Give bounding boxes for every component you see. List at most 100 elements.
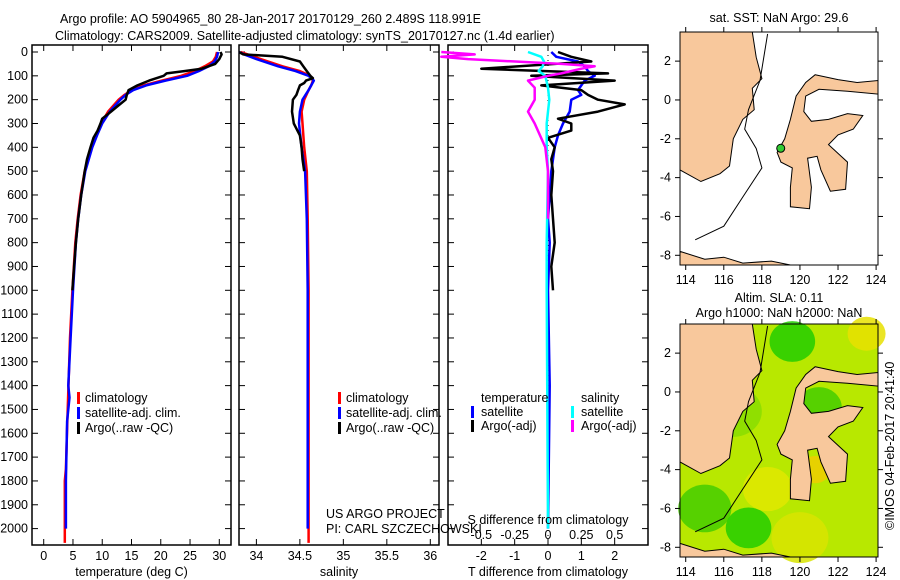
legend-swatch [77,392,80,404]
y-tick-label: 300 [7,116,28,130]
x-axis-label: T difference from climatology [468,565,629,579]
x-tick-label: 25 [183,549,197,563]
y-tick-label: 600 [7,188,28,202]
x-tick-label: 35.5 [375,549,399,563]
legend-label: Argo(..raw -QC) [346,421,434,435]
lat-tick-label: -8 [660,540,671,554]
legend-label: satellite-adj. clim. [85,406,181,420]
lat-tick-label: 0 [664,93,671,107]
y-tick-label: 1400 [0,379,28,393]
s-tick-label: -0.25 [500,528,529,542]
x-tick-label: 1 [578,549,585,563]
panel-difference: -2 -1 0 1 2 T difference from climatology -0.5… [440,44,649,579]
y-tick-label: 700 [7,212,28,226]
argo-float-marker [776,143,786,153]
lat-tick-label: -4 [660,171,671,185]
lat-tick-label: -8 [660,248,671,262]
credit-line-2: PI: CARL SZCZECHOWSKI [326,522,482,536]
map-title: sat. SST: NaN Argo: 29.6 [710,11,849,25]
legend-swatch [77,422,80,434]
y-tick-label: 200 [7,93,28,107]
map-title-line-2: Argo h1000: NaN h2000: NaN [696,306,863,320]
lat-tick-label: 2 [664,54,671,68]
x-axis-label: salinity [320,565,359,579]
y-tick-label: 1700 [0,450,28,464]
legend-label: satellite [581,405,623,419]
s-axis-label: S difference from climatology [468,513,630,527]
map-sla-map: 114 116 118 120 122 124 2 0 -2 -4 -6 -8 Altim. SLA: … [660,291,887,579]
title-line-2: Climatology: CARS2009. Satellite-adjuste… [55,29,555,43]
lon-tick-label: 116 [714,273,734,287]
y-tick-label: 0 [21,45,28,59]
x-tick-label: 36 [423,549,437,563]
y-tick-label: 1900 [0,498,28,512]
title-line-1: Argo profile: AO 5904965_80 28-Jan-2017 … [60,12,481,26]
x-tick-label: 34.5 [288,549,312,563]
legend-swatch [338,392,341,404]
lon-tick-label: 124 [866,273,887,287]
y-tick-label: 1500 [0,402,28,416]
credit-line-1: US ARGO PROJECT [326,507,445,521]
map-frame [679,31,879,266]
y-tick-label: 800 [7,236,28,250]
map-frame [679,323,879,558]
y-tick-label: 1800 [0,474,28,488]
y-tick-label: 1300 [0,355,28,369]
panel-salinity: 34 34.5 35 35.5 36 salinity climatologysatelli… [238,44,442,579]
imos-watermark: ©IMOS 04-Feb-2017 20:41:40 [883,361,897,530]
series-s-argo [440,50,596,219]
series-satellite-adj-clim- [64,51,220,529]
sla-region [847,316,886,351]
x-tick-label: -2 [476,549,487,563]
y-tick-label: 1600 [0,426,28,440]
legend-swatch [571,406,574,418]
series-satellite-adj-clim- [238,50,316,529]
land-borneo [679,31,763,183]
s-tick-label: 0.5 [606,528,623,542]
y-tick-label: 2000 [0,522,28,536]
legend-swatch [338,407,341,419]
s-tick-label: -0.5 [471,528,493,542]
legend-label: Argo(-adj) [481,419,537,433]
lon-tick-label: 120 [790,273,811,287]
x-tick-label: 10 [95,549,109,563]
series-argo-raw-qc- [71,51,223,291]
plot-frame [238,44,440,546]
land-sulawesi [776,74,879,210]
x-tick-label: 0 [40,549,47,563]
lon-tick-label: 118 [752,565,772,579]
lat-tick-label: -2 [660,424,671,438]
legend-swatch [571,420,574,432]
land-sulawesi [776,366,879,502]
series-t-argo [480,50,626,291]
depth-contour [694,325,769,533]
y-tick-label: 900 [7,259,28,273]
lon-tick-label: 120 [790,565,811,579]
lat-tick-label: -6 [660,501,671,515]
legend-label: satellite [481,405,523,419]
x-axis-label: temperature (deg C) [75,565,188,579]
y-tick-label: 400 [7,140,28,154]
sla-region [742,466,793,512]
legend-swatch [77,407,80,419]
x-tick-label: 34 [249,549,263,563]
lat-tick-label: 2 [664,346,671,360]
s-tick-label: 0 [545,528,552,542]
lon-tick-label: 118 [752,273,772,287]
x-tick-label: 35 [336,549,350,563]
lon-tick-label: 124 [866,565,887,579]
plot-frame [31,44,232,546]
lon-tick-label: 114 [676,273,696,287]
legend-swatch [471,406,474,418]
lat-tick-label: -2 [660,132,671,146]
y-tick-label: 100 [7,69,28,83]
sla-region [678,484,732,533]
y-tick-label: 500 [7,164,28,178]
x-tick-label: 0 [545,549,552,563]
lat-tick-label: 0 [664,385,671,399]
x-tick-label: 30 [212,549,226,563]
map-sst-map: 114 116 118 120 122 124 2 0 -2 -4 -6 -8 sat. SST: Na… [660,11,887,287]
x-tick-label: 5 [69,549,76,563]
lon-tick-label: 122 [828,565,849,579]
